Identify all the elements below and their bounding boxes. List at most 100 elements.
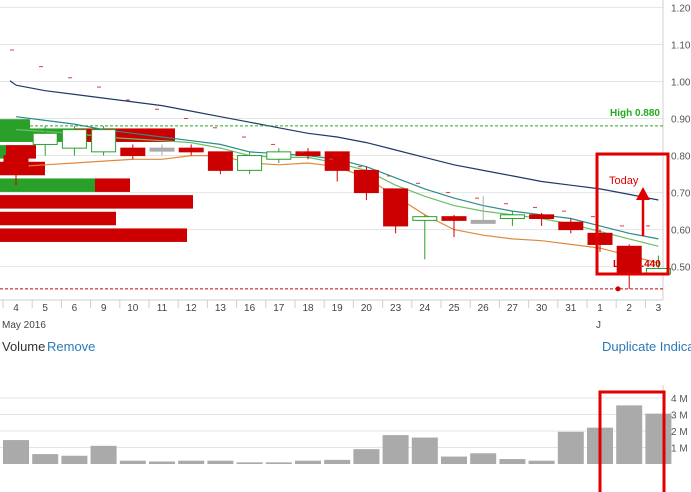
volume-bars: [3, 405, 672, 464]
volume-tick-label: 1 M: [671, 443, 688, 454]
x-tick-label: 11: [157, 303, 168, 314]
volume-bar: [353, 449, 380, 464]
x-tick-label: 27: [507, 303, 519, 314]
volume-bar: [295, 460, 321, 464]
x-tick-label: 20: [361, 303, 373, 314]
x-tick-label: 19: [332, 303, 344, 314]
candle-body: [499, 214, 525, 220]
candle-body: [266, 151, 292, 160]
candle-body: [295, 151, 321, 157]
volume-bar: [61, 455, 88, 464]
candle-body: [237, 155, 263, 171]
x-tick-label: 30: [536, 303, 548, 314]
candle-body: [178, 147, 204, 153]
x-tick-label: 16: [244, 303, 256, 314]
candle-body: [149, 147, 175, 152]
x-tick-label: 31: [565, 303, 577, 314]
volume-tick-label: 4 M: [671, 394, 688, 405]
volume-bar: [499, 459, 526, 464]
candle-body: [558, 221, 584, 231]
y-tick-label: 1.10: [671, 40, 691, 51]
reference-lines: [0, 125, 663, 290]
x-tick-label: 6: [72, 303, 78, 314]
x-tick-label: 23: [390, 303, 402, 314]
y-tick-label: 1.00: [671, 77, 691, 88]
volume-bar: [382, 435, 409, 464]
volume-toolbar: Volume Remove Duplicate Indica: [0, 336, 691, 358]
candle-body: [470, 219, 496, 224]
remove-indicator-link[interactable]: Remove: [47, 339, 96, 354]
today-label: Today: [609, 175, 639, 187]
x-tick-label: 12: [186, 303, 198, 314]
today-arrow-head: [636, 187, 650, 200]
high-label: High 0.880: [610, 108, 660, 119]
x-tick-label: 17: [273, 303, 285, 314]
volume-bar: [236, 462, 263, 464]
vap-bar-up: [0, 145, 6, 159]
x-tick-label: 24: [419, 303, 431, 314]
x-tick-label: 9: [101, 303, 107, 314]
x-tick-label: 5: [42, 303, 48, 314]
moving-average-ma_long-lead: [9, 80, 17, 86]
candle-body: [32, 132, 58, 145]
y-tick-label: 0.50: [671, 263, 691, 274]
price-chart: 1.20 1.10 1.00 0.90 0.80 0.70 0.60 0.50 4 5 6 9 10 1…: [0, 0, 691, 331]
volume-bar: [557, 431, 584, 464]
vap-bar-down: [0, 228, 187, 242]
candle-body: [353, 169, 379, 194]
volume-bar: [32, 454, 59, 464]
candle-body: [91, 129, 117, 153]
x-tick-label: 18: [302, 303, 314, 314]
y-tick-label: 0.90: [671, 115, 691, 126]
y-tick-label: 0.60: [671, 226, 691, 237]
price-y-axis: 1.20 1.10 1.00 0.90 0.80 0.70 0.60 0.50: [671, 3, 691, 273]
volume-bar: [528, 460, 555, 464]
volume-bar: [265, 462, 292, 464]
candle-body: [61, 129, 87, 149]
partial-month-label: J: [596, 320, 601, 331]
volume-y-axis: 4 M 3 M 2 M 1 M: [671, 394, 688, 455]
volume-bar: [90, 445, 117, 464]
volume-tick-label: 3 M: [671, 410, 688, 421]
y-tick-label: 1.20: [671, 3, 691, 14]
volume-bar: [149, 461, 175, 464]
x-tick-label: 10: [127, 303, 139, 314]
vap-bar-down: [0, 195, 193, 209]
volume-bar: [3, 440, 29, 464]
price-x-axis: 4 5 6 9 10 11 12 13 16 17 18 19 20 23 24 25 26 27 30 31 1 2 3: [2, 300, 662, 314]
candle-body: [412, 216, 438, 221]
volume-annotations: [598, 390, 666, 492]
today-highlight-box: [595, 152, 670, 276]
volume-bar: [411, 437, 438, 464]
x-tick-label: 2: [626, 303, 632, 314]
y-tick-label: 0.70: [671, 189, 691, 200]
duplicate-indicator-link[interactable]: Duplicate Indica: [602, 339, 691, 354]
x-tick-label: 13: [215, 303, 227, 314]
vap-bar-down: [0, 211, 116, 226]
candle-body: [383, 188, 409, 227]
volume-bar: [324, 459, 351, 464]
volume-bar: [207, 460, 234, 464]
vap-bar-down: [95, 178, 130, 192]
candle-body: [324, 151, 350, 171]
volume-bar: [178, 460, 205, 464]
month-label: May 2016: [2, 320, 46, 331]
x-tick-label: 26: [478, 303, 490, 314]
candle-body: [3, 155, 29, 171]
y-tick-label: 0.80: [671, 152, 691, 163]
candle-body: [207, 151, 233, 171]
x-tick-label: 1: [597, 303, 603, 314]
candles: [3, 49, 671, 289]
volume-bar: [645, 413, 672, 464]
annotations: [595, 152, 670, 292]
candle-body: [441, 216, 467, 221]
volume-bar: [616, 405, 643, 464]
low-label: Low 0.440: [613, 259, 661, 270]
volume-chart: 4 M 3 M 2 M 1 M: [0, 385, 688, 492]
low-marker-dot: [615, 286, 621, 292]
x-tick-label: 25: [448, 303, 460, 314]
volume-tick-label: 2 M: [671, 427, 688, 438]
candle-body: [529, 214, 555, 220]
volume-highlight-box: [598, 390, 666, 492]
volume-bar: [119, 460, 146, 464]
